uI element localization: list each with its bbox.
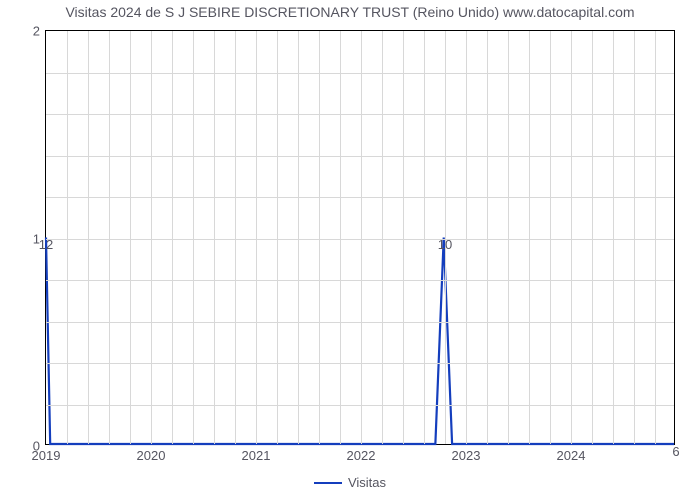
gridline-horizontal xyxy=(46,363,674,364)
gridline-vertical xyxy=(403,31,404,444)
gridline-vertical xyxy=(277,31,278,444)
gridline-vertical xyxy=(193,31,194,444)
x-tick-label: 2019 xyxy=(32,444,61,463)
gridline-vertical xyxy=(550,31,551,444)
data-label: 10 xyxy=(438,237,452,252)
gridline-horizontal xyxy=(46,405,674,406)
gridline-horizontal xyxy=(46,156,674,157)
gridline-vertical xyxy=(361,31,362,444)
gridline-vertical xyxy=(235,31,236,444)
gridline-vertical xyxy=(319,31,320,444)
gridline-vertical xyxy=(655,31,656,444)
chart-title: Visitas 2024 de S J SEBIRE DISCRETIONARY… xyxy=(0,4,700,20)
gridline-vertical xyxy=(508,31,509,444)
gridline-vertical xyxy=(613,31,614,444)
legend: Visitas xyxy=(0,475,700,490)
gridline-vertical xyxy=(634,31,635,444)
chart-container: Visitas 2024 de S J SEBIRE DISCRETIONARY… xyxy=(0,0,700,500)
gridline-horizontal xyxy=(46,114,674,115)
x-tick-label: 2022 xyxy=(347,444,376,463)
gridline-vertical xyxy=(151,31,152,444)
plot-area: 01220192020202120222023202412106 xyxy=(45,30,675,445)
gridline-vertical xyxy=(88,31,89,444)
legend-label: Visitas xyxy=(348,475,386,490)
x-tick-label: 2024 xyxy=(557,444,586,463)
x-tick-label: 2023 xyxy=(452,444,481,463)
gridline-vertical xyxy=(130,31,131,444)
gridline-vertical xyxy=(487,31,488,444)
gridline-vertical xyxy=(592,31,593,444)
gridline-vertical xyxy=(67,31,68,444)
gridline-horizontal xyxy=(46,322,674,323)
data-label: 6 xyxy=(672,444,679,459)
gridline-vertical xyxy=(172,31,173,444)
data-label: 12 xyxy=(39,237,53,252)
gridline-horizontal xyxy=(46,239,674,240)
gridline-horizontal xyxy=(46,280,674,281)
gridline-horizontal xyxy=(46,73,674,74)
gridline-vertical xyxy=(571,31,572,444)
gridline-horizontal xyxy=(46,197,674,198)
gridline-vertical xyxy=(382,31,383,444)
series-line-layer xyxy=(46,31,674,444)
x-tick-label: 2021 xyxy=(242,444,271,463)
legend-swatch xyxy=(314,482,342,484)
gridline-vertical xyxy=(340,31,341,444)
series-line xyxy=(46,238,674,445)
gridline-vertical xyxy=(298,31,299,444)
gridline-vertical xyxy=(214,31,215,444)
gridline-vertical xyxy=(466,31,467,444)
y-tick-label: 2 xyxy=(33,24,46,39)
gridline-vertical xyxy=(256,31,257,444)
x-tick-label: 2020 xyxy=(137,444,166,463)
gridline-vertical xyxy=(109,31,110,444)
gridline-vertical xyxy=(424,31,425,444)
gridline-vertical xyxy=(529,31,530,444)
